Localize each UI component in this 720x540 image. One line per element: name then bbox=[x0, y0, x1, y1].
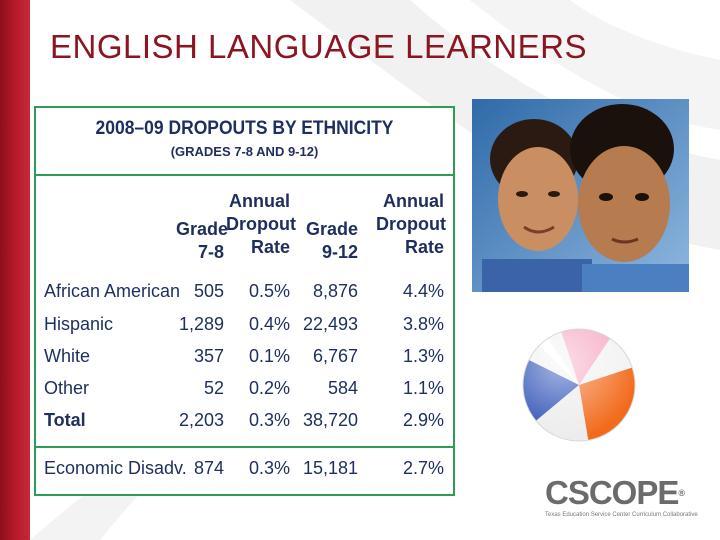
cell-grade-7-8: 1,289 bbox=[178, 314, 224, 334]
row-label: Economic Disadv. bbox=[44, 458, 187, 478]
cell-grade-7-8: 357 bbox=[193, 346, 224, 366]
header-rate-7-8-line3: Rate bbox=[250, 237, 290, 257]
row-label: White bbox=[44, 346, 91, 366]
cell-grade-9-12: 38,720 bbox=[302, 410, 358, 430]
cell-rate-9-12: 2.9% bbox=[402, 410, 444, 430]
header-grade-7-8-line2: 7-8 bbox=[197, 242, 224, 262]
header-rate-9-12-line1: Annual bbox=[383, 191, 444, 211]
cell-grade-7-8: 52 bbox=[203, 378, 224, 398]
table-header: 2008–09 DROPOUTS BY ETHNICITY (GRADES 7-… bbox=[36, 108, 453, 176]
header-grade-7-8-line1: Grade bbox=[176, 219, 229, 239]
logo-text: CSCOPE bbox=[545, 474, 679, 511]
slide-title: ENGLISH LANGUAGE LEARNERS bbox=[50, 28, 587, 65]
header-rate-7-8: Annual Dropout Rate bbox=[226, 190, 296, 259]
header-rate-9-12-line2: Dropout bbox=[376, 214, 446, 234]
cell-grade-9-12: 6,767 bbox=[312, 346, 358, 366]
logo-wordmark: CSCOPE® bbox=[545, 475, 707, 511]
cell-rate-9-12: 1.1% bbox=[402, 378, 444, 398]
cell-grade-7-8: 2,203 bbox=[178, 410, 224, 430]
cell-grade-7-8: 874 bbox=[193, 458, 224, 478]
header-grade-9-12-line1: Grade bbox=[305, 219, 358, 239]
header-grade-9-12: Grade 9-12 bbox=[296, 218, 358, 264]
cell-grade-9-12: 8,876 bbox=[312, 281, 358, 301]
table-title: 2008–09 DROPOUTS BY ETHNICITY bbox=[95, 118, 394, 139]
cscope-logo: CSCOPE® Texas Education Service Center C… bbox=[545, 475, 707, 525]
dropouts-table: 2008–09 DROPOUTS BY ETHNICITY (GRADES 7-… bbox=[34, 106, 455, 496]
header-rate-9-12: Annual Dropout Rate bbox=[376, 190, 446, 259]
cell-rate-9-12: 2.7% bbox=[402, 458, 444, 478]
left-accent-bar bbox=[0, 0, 30, 540]
cell-rate-7-8: 0.2% bbox=[248, 378, 290, 398]
cell-rate-9-12: 1.3% bbox=[402, 346, 444, 366]
cell-rate-7-8: 0.1% bbox=[248, 346, 290, 366]
cell-rate-9-12: 3.8% bbox=[402, 314, 444, 334]
cell-rate-7-8: 0.3% bbox=[248, 458, 290, 478]
students-photo bbox=[472, 99, 689, 292]
cell-rate-7-8: 0.4% bbox=[248, 314, 290, 334]
logo-tagline: Texas Education Service Center Curriculu… bbox=[545, 512, 698, 518]
header-rate-7-8-line2: Dropout bbox=[226, 214, 296, 234]
beach-ball-image bbox=[522, 328, 636, 442]
registered-mark: ® bbox=[678, 488, 685, 498]
cell-grade-9-12: 15,181 bbox=[302, 458, 358, 478]
cell-rate-9-12: 4.4% bbox=[402, 281, 444, 301]
header-grade-7-8: Grade 7-8 bbox=[176, 218, 229, 264]
row-label: Other bbox=[44, 378, 90, 398]
row-label: African American bbox=[44, 281, 181, 301]
cell-grade-9-12: 584 bbox=[327, 378, 358, 398]
cell-grade-9-12: 22,493 bbox=[302, 314, 358, 334]
header-rate-9-12-line3: Rate bbox=[404, 237, 444, 257]
row-label: Hispanic bbox=[44, 314, 114, 334]
cell-rate-7-8: 0.3% bbox=[248, 410, 290, 430]
cell-rate-7-8: 0.5% bbox=[248, 281, 290, 301]
header-rate-7-8-line1: Annual bbox=[229, 191, 290, 211]
header-grade-9-12-line2: 9-12 bbox=[321, 242, 358, 262]
row-label: Total bbox=[44, 410, 86, 430]
table-subtitle: (GRADES 7-8 AND 9-12) bbox=[170, 144, 319, 159]
table-divider bbox=[36, 446, 453, 448]
cell-grade-7-8: 505 bbox=[193, 281, 224, 301]
